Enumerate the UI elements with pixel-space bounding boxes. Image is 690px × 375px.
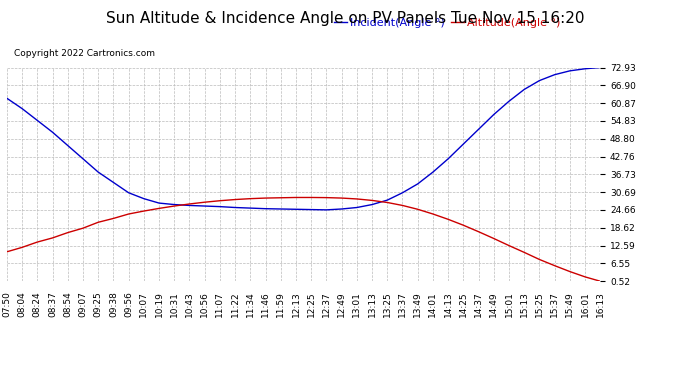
Text: Copyright 2022 Cartronics.com: Copyright 2022 Cartronics.com xyxy=(14,49,155,58)
Legend: Incident(Angle °), Altitude(Angle °): Incident(Angle °), Altitude(Angle °) xyxy=(329,13,565,32)
Text: Sun Altitude & Incidence Angle on PV Panels Tue Nov 15 16:20: Sun Altitude & Incidence Angle on PV Pan… xyxy=(106,11,584,26)
